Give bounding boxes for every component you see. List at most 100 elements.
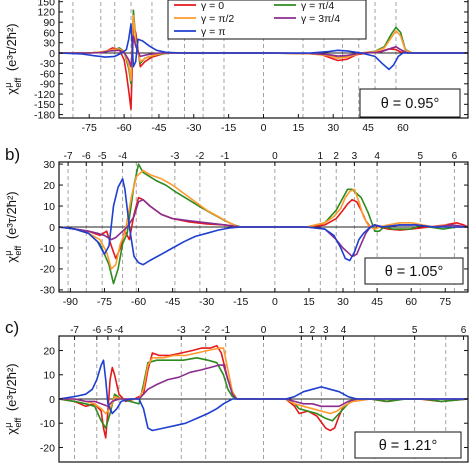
legend-item-label: γ = π/2: [201, 13, 234, 25]
y-tick-label: 150: [37, 0, 55, 8]
panel-letter: c): [5, 318, 19, 337]
y-axis-label: χμeff (e³τ/2ħ²): [3, 191, 23, 262]
theta-label: θ = 1.05°: [385, 264, 444, 280]
y-tick-label: -90: [40, 79, 55, 91]
y-tick-label: 120: [37, 7, 55, 19]
y-tick-label: 0: [49, 394, 55, 406]
series-line-5: [59, 23, 468, 71]
y-tick-label: 10: [43, 201, 55, 213]
theta-box: θ = 1.21°: [354, 431, 462, 459]
top-tick-label: -6: [92, 325, 101, 336]
top-tick-label: 3: [323, 325, 329, 336]
x-tick-label: 30: [327, 122, 339, 134]
top-tick-label: 3: [352, 151, 358, 162]
x-tick-label: -60: [131, 296, 146, 308]
y-tick-label: 20: [43, 345, 55, 357]
y-tick-label: 60: [43, 27, 55, 39]
top-tick-label: -4: [118, 151, 127, 162]
theta-label: θ = 0.95°: [381, 96, 440, 112]
top-tick-label: -2: [201, 325, 210, 336]
series-line-5: [59, 359, 468, 432]
top-tick-label: -4: [115, 325, 124, 336]
top-tick-label: 5: [418, 151, 424, 162]
x-tick-label: -30: [186, 122, 201, 134]
top-tick-label: 5: [412, 325, 418, 336]
y-tick-label: -150: [34, 99, 55, 111]
legend-item-label: γ = π: [201, 26, 225, 38]
series-line-3: [59, 347, 468, 415]
series-group: [59, 163, 468, 285]
top-tick-label: -5: [103, 325, 112, 336]
top-tick-label: -1: [220, 151, 229, 162]
y-tick-label: 90: [43, 17, 55, 29]
x-tick-label: 15: [293, 122, 305, 134]
x-tick-label: 30: [337, 296, 349, 308]
y-tick-label: -30: [40, 58, 55, 70]
top-tick-label: 2: [310, 325, 316, 336]
x-tick-label: -90: [63, 296, 78, 308]
x-tick-label: -15: [221, 122, 236, 134]
top-tick-label: 1: [299, 325, 305, 336]
legend-item-label: γ = 0: [201, 0, 224, 12]
x-tick-label: 60: [397, 122, 409, 134]
top-tick-label: 4: [341, 325, 347, 336]
y-axis-label: χμeff (e³τ/2ħ²): [3, 363, 23, 434]
x-tick-label: 60: [405, 296, 417, 308]
x-tick-label: 75: [439, 296, 451, 308]
top-tick-label: -3: [170, 151, 179, 162]
top-tick-label: -1: [221, 325, 230, 336]
y-tick-label: -10: [40, 243, 55, 255]
y-tick-label: 10: [43, 370, 55, 382]
series-line-1: [59, 196, 468, 260]
top-tick-label: -5: [98, 151, 107, 162]
top-tick-label: -6: [82, 151, 91, 162]
x-tick-label: -15: [233, 296, 248, 308]
y-axis-label: χμeff (e³τ/2ħ²): [3, 23, 23, 94]
legend-item-label: γ = π/4: [301, 0, 334, 12]
top-tick-label: 4: [374, 151, 380, 162]
series-line-4: [59, 364, 468, 408]
top-tick-label: 1: [318, 151, 324, 162]
x-tick-label: -75: [82, 122, 97, 134]
y-tick-label: -20: [40, 264, 55, 276]
theta-box-frame: [354, 431, 462, 459]
x-tick-label: 45: [362, 122, 374, 134]
series-line-5: [59, 178, 468, 266]
theta-box: θ = 0.95°: [359, 88, 461, 118]
y-tick-label: -180: [34, 109, 55, 121]
legend-item-label: γ = 3π/4: [301, 13, 340, 25]
x-tick-label: 45: [371, 296, 383, 308]
top-tick-label: 2: [333, 151, 339, 162]
y-tick-label: 30: [43, 38, 55, 50]
top-tick-label: -3: [177, 325, 186, 336]
panel-letter: b): [5, 145, 20, 164]
x-tick-label: 15: [303, 296, 315, 308]
y-tick-label: 0: [49, 48, 55, 60]
x-tick-label: 0: [272, 296, 278, 308]
y-tick-label: -60: [40, 68, 55, 80]
y-tick-label: -20: [40, 442, 55, 454]
y-tick-label: -10: [40, 418, 55, 430]
legend-frame: [167, 0, 367, 40]
x-tick-label: -75: [97, 296, 112, 308]
top-tick-label: -7: [64, 151, 73, 162]
x-tick-label: -30: [199, 296, 214, 308]
top-tick-label: -2: [195, 151, 204, 162]
y-tick-label: -30: [40, 285, 55, 297]
top-tick-label: 6: [452, 151, 458, 162]
y-tick-label: 20: [43, 180, 55, 192]
x-tick-label: 0: [261, 122, 267, 134]
series-group: [59, 9, 468, 111]
top-tick-label: -7: [70, 325, 79, 336]
y-tick-label: 30: [43, 159, 55, 171]
y-tick-label: -120: [34, 89, 55, 101]
x-tick-label: -45: [165, 296, 180, 308]
theta-box-frame: [359, 88, 461, 118]
theta-box: θ = 1.05°: [364, 257, 464, 285]
top-tick-label: 0: [261, 325, 267, 336]
